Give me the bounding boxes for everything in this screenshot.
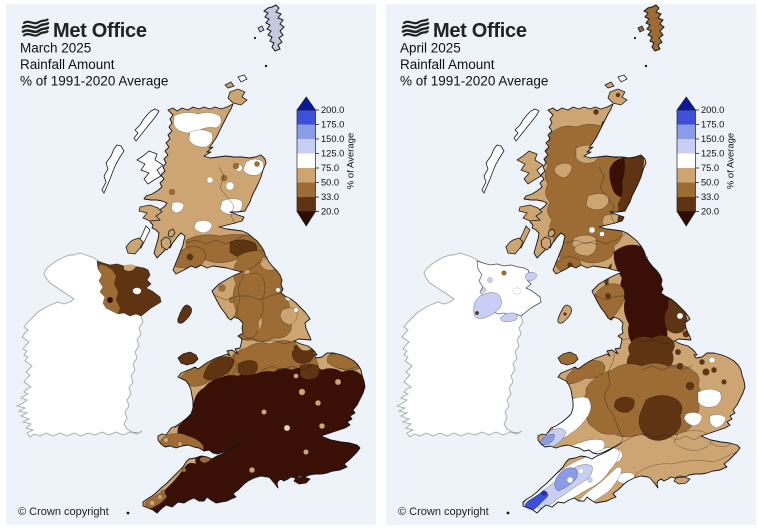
svg-text:150.0: 150.0	[321, 134, 344, 144]
svg-text:200.0: 200.0	[701, 105, 724, 115]
svg-text:Met Office: Met Office	[53, 20, 147, 42]
svg-text:% of 1991-2020 Average: % of 1991-2020 Average	[400, 73, 548, 88]
svg-text:75.0: 75.0	[701, 163, 719, 173]
svg-text:© Crown copyright: © Crown copyright	[18, 506, 109, 518]
svg-text:175.0: 175.0	[701, 119, 724, 129]
svg-text:March 2025: March 2025	[20, 40, 91, 55]
svg-text:% of Average: % of Average	[345, 132, 356, 188]
svg-text:125.0: 125.0	[321, 148, 344, 158]
svg-text:20.0: 20.0	[701, 206, 719, 216]
svg-text:150.0: 150.0	[701, 134, 724, 144]
svg-text:125.0: 125.0	[701, 148, 724, 158]
svg-text:Rainfall Amount: Rainfall Amount	[20, 57, 115, 72]
svg-text:© Crown copyright: © Crown copyright	[398, 506, 489, 518]
svg-text:175.0: 175.0	[321, 119, 344, 129]
svg-text:33.0: 33.0	[321, 192, 339, 202]
svg-text:Rainfall Amount: Rainfall Amount	[400, 57, 495, 72]
svg-text:% of Average: % of Average	[725, 132, 736, 188]
svg-text:Met Office: Met Office	[433, 20, 527, 42]
svg-text:50.0: 50.0	[321, 177, 339, 187]
svg-text:200.0: 200.0	[321, 105, 344, 115]
svg-text:50.0: 50.0	[701, 177, 719, 187]
svg-text:April 2025: April 2025	[400, 40, 461, 55]
svg-text:33.0: 33.0	[701, 192, 719, 202]
svg-text:% of 1991-2020 Average: % of 1991-2020 Average	[20, 73, 168, 88]
svg-text:75.0: 75.0	[321, 163, 339, 173]
svg-text:20.0: 20.0	[321, 206, 339, 216]
